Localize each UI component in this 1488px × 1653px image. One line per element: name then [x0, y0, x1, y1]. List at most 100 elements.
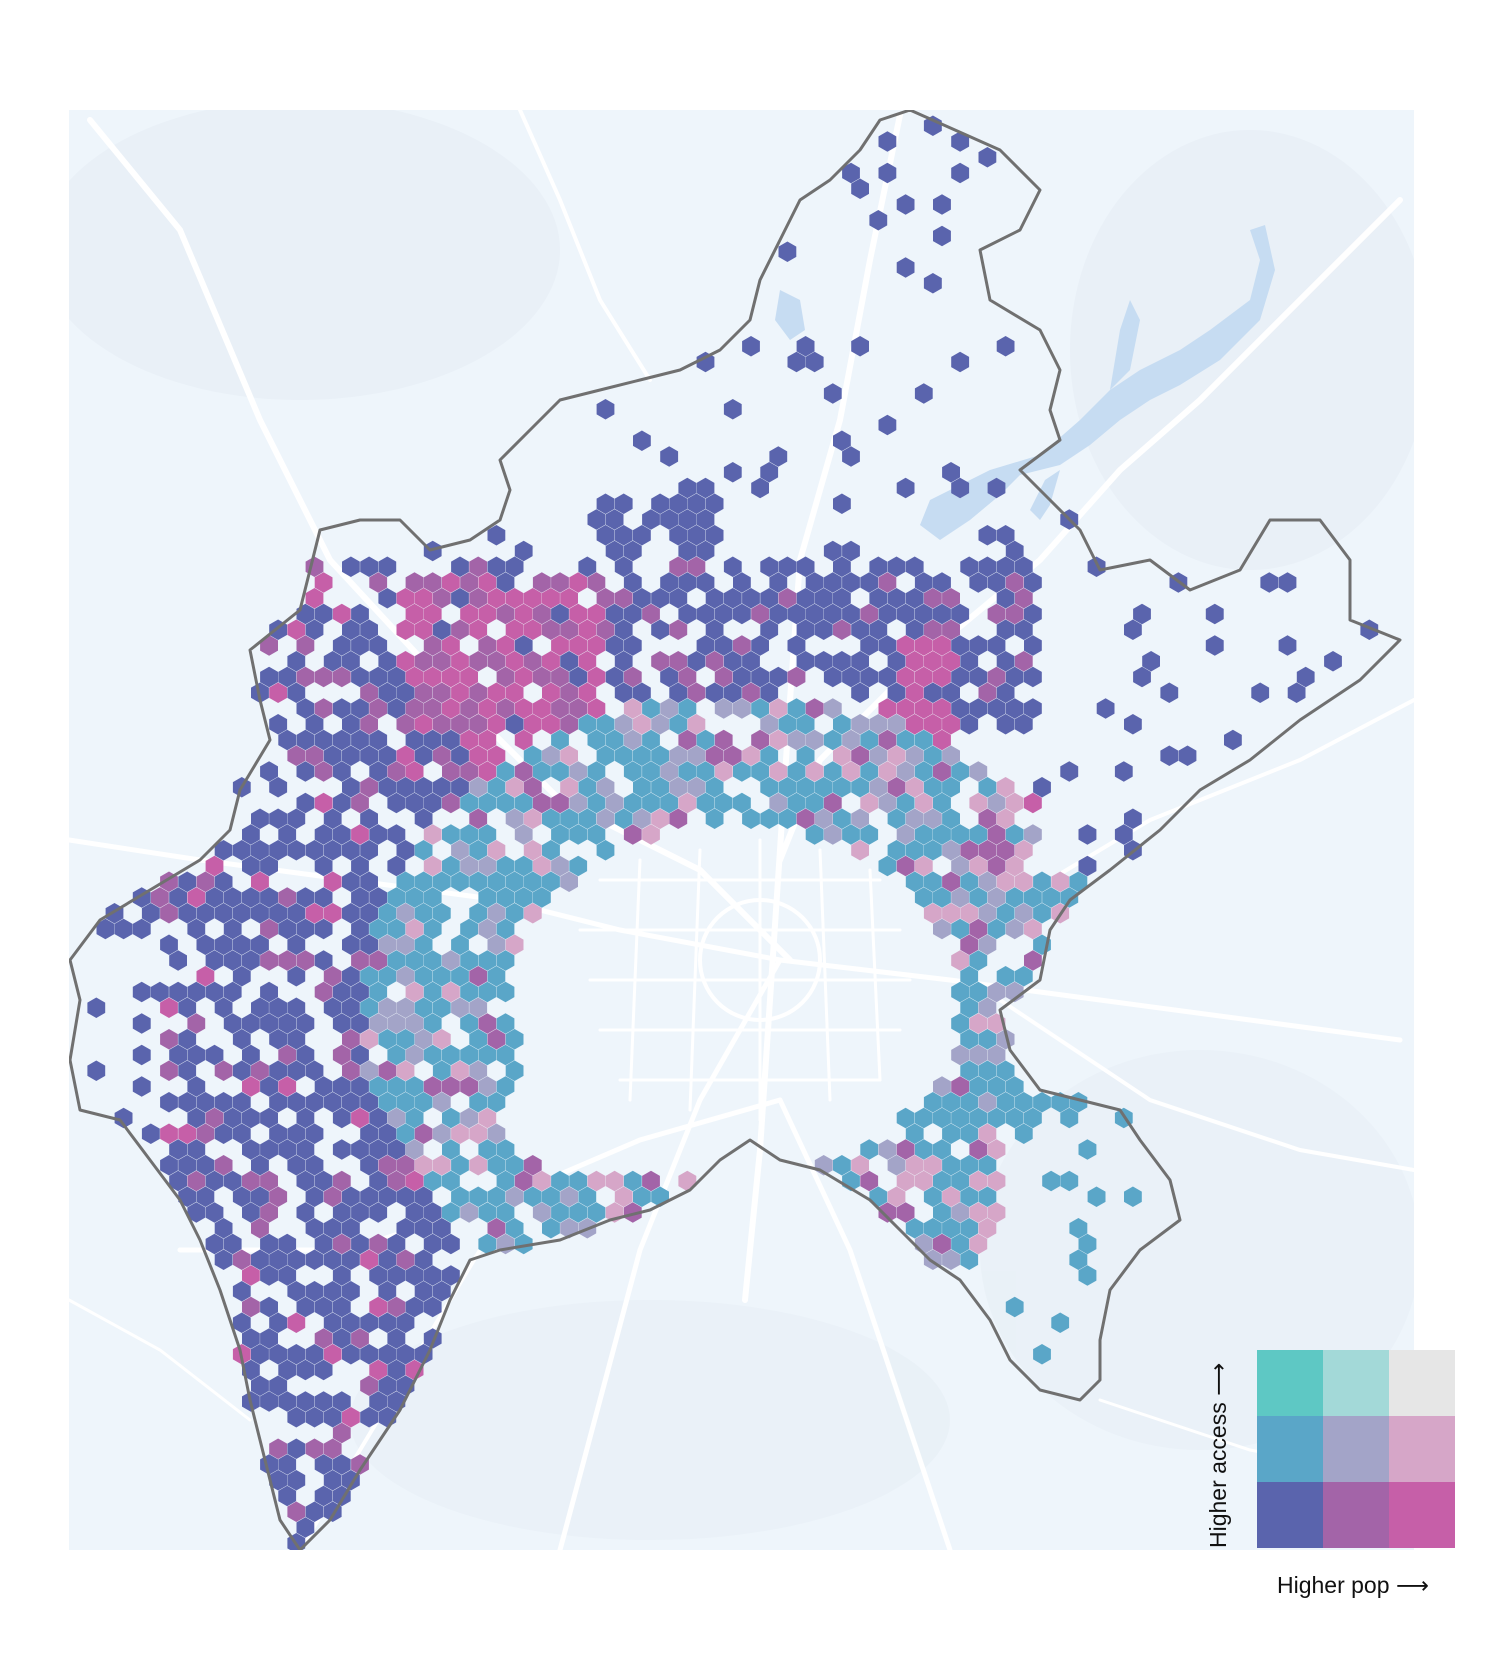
hexbin-cell	[342, 934, 360, 955]
hexbin-cell	[696, 509, 715, 530]
hexbin-cell	[187, 1139, 206, 1160]
hexbin-cell	[505, 871, 524, 892]
hexbin-cell	[132, 981, 151, 1003]
hexbin-cell	[396, 871, 415, 892]
hexbin-cell	[678, 666, 697, 688]
hexbin-cell	[569, 698, 588, 719]
hexbin-cell	[896, 698, 915, 719]
hexbin-cell	[332, 1170, 351, 1192]
hexbin-cell	[460, 918, 478, 940]
hexbin-cell	[469, 1186, 488, 1207]
hexbin-cell	[496, 1170, 515, 1192]
hexbin-cell	[996, 651, 1015, 672]
hexbin-cell	[523, 777, 542, 798]
hexbin-cell	[296, 887, 315, 908]
hexbin-cell	[214, 871, 233, 892]
hexbin-cell	[942, 777, 960, 798]
hexbin-cell	[332, 603, 351, 625]
hexbin-cell	[378, 1375, 397, 1396]
hexbin-cell	[1069, 1249, 1088, 1270]
hexbin-layer	[87, 115, 1379, 1550]
hexbin-cell	[396, 1344, 415, 1365]
hexbin-cell	[332, 1296, 351, 1318]
hexbin-cell	[496, 635, 515, 656]
hexbin-cell	[987, 635, 1006, 656]
hexbin-cell	[614, 714, 633, 735]
hexbin-cell	[396, 1312, 415, 1333]
hexbin-cell	[287, 1155, 306, 1176]
hexbin-cell	[614, 588, 633, 609]
hexbin-cell	[396, 903, 415, 924]
hexbin-cell	[442, 1265, 460, 1286]
hexbin-cell	[387, 950, 406, 971]
hexbin-cell	[323, 745, 342, 766]
hexbin-cell	[432, 997, 451, 1018]
hexbin-cell	[414, 1092, 433, 1113]
hexbin-cell	[242, 887, 260, 908]
hexbin-cell	[905, 871, 924, 892]
hexbin-cell	[660, 446, 679, 467]
map-canvas[interactable]	[69, 110, 1414, 1550]
hexbin-cell	[296, 1359, 315, 1381]
hexbin-cell	[278, 1359, 297, 1381]
hexbin-cell	[1014, 840, 1033, 861]
hexbin-cell	[751, 729, 769, 751]
hexbin-cell	[942, 714, 960, 735]
hexbin-cell	[396, 619, 415, 640]
hexbin-cell	[960, 840, 979, 861]
hexbin-cell	[442, 792, 460, 814]
hexbin-cell	[742, 651, 760, 672]
hexbin-cell	[451, 682, 469, 703]
hexbin-cell	[442, 824, 460, 845]
hexbin-cell	[1178, 745, 1197, 766]
hexbin-cell	[469, 966, 488, 987]
hexbin-cell	[1033, 1344, 1051, 1365]
hexbin-cell	[887, 714, 906, 735]
hexbin-cell	[933, 194, 951, 215]
hexbin-cell	[432, 966, 451, 987]
hexbin-cell	[251, 1060, 269, 1081]
hexbin-cell	[205, 1233, 224, 1255]
hexbin-cell	[696, 761, 715, 782]
hexbin-cell	[878, 792, 897, 814]
hexbin-cell	[487, 1123, 506, 1144]
hexbin-cell	[714, 698, 733, 719]
hexbin-cell	[314, 1454, 333, 1475]
hexbin-cell	[914, 572, 933, 593]
hexbin-cell	[769, 698, 788, 719]
hexbin-cell	[278, 1265, 297, 1286]
hexbin-cell	[596, 399, 615, 420]
legend-cell-high-access-low-pop	[1257, 1350, 1323, 1416]
hexbin-cell	[996, 903, 1015, 924]
hexbin-cell	[705, 588, 724, 609]
hexbin-cell	[987, 477, 1006, 499]
hexbin-cell	[414, 745, 433, 766]
hexbin-cell	[405, 1139, 424, 1160]
hexbin-cell	[442, 729, 460, 751]
hexbin-cell	[1014, 556, 1033, 577]
hexbin-cell	[851, 808, 869, 829]
hexbin-cell	[487, 903, 506, 924]
hexbin-cell	[351, 1139, 369, 1160]
hexbin-cell	[623, 572, 642, 593]
hexbin-cell	[269, 1344, 288, 1365]
hexbin-cell	[423, 603, 442, 625]
hexbin-cell	[323, 1249, 342, 1270]
hexbin-cell	[287, 1438, 306, 1459]
hexbin-cell	[969, 1076, 988, 1097]
hexbin-cell	[496, 1202, 515, 1223]
hexbin-cell	[405, 698, 424, 719]
hexbin-cell	[260, 1076, 278, 1097]
hexbin-cell	[787, 635, 806, 656]
hexbin-cell	[478, 792, 497, 814]
hexbin-cell	[696, 477, 715, 499]
hexbin-cell	[351, 698, 369, 719]
hexbin-cell	[405, 1076, 424, 1097]
hexbin-cell	[360, 1155, 378, 1176]
hexbin-cell	[342, 871, 360, 892]
hexbin-cell	[242, 1170, 260, 1192]
hexbin-cell	[223, 887, 242, 908]
hexbin-cell	[505, 714, 524, 735]
hexbin-cell	[469, 556, 488, 577]
hexbin-cell	[633, 525, 651, 546]
